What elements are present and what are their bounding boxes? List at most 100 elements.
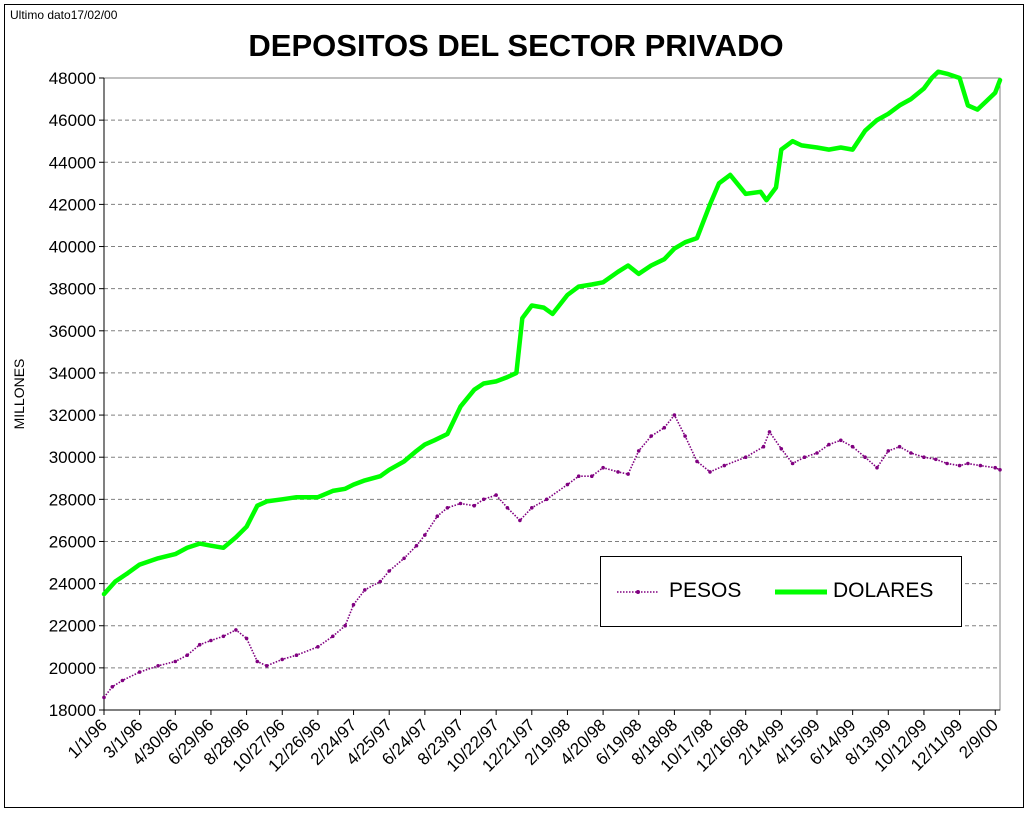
data-point bbox=[255, 659, 260, 664]
y-axis-label: MILLONES bbox=[11, 359, 27, 430]
series-pesos bbox=[102, 413, 1002, 700]
legend-dolares-swatch bbox=[775, 589, 827, 595]
data-point bbox=[137, 670, 142, 674]
data-point bbox=[387, 569, 392, 573]
data-point bbox=[565, 482, 570, 487]
legend-dolares-label: DOLARES bbox=[833, 579, 934, 602]
y-tick-label: 18000 bbox=[49, 701, 96, 720]
data-point bbox=[839, 438, 843, 443]
data-point bbox=[518, 518, 522, 523]
data-point bbox=[316, 645, 320, 649]
data-point bbox=[472, 503, 477, 508]
data-point bbox=[530, 506, 534, 510]
y-tick-label: 46000 bbox=[49, 111, 96, 130]
data-point bbox=[173, 659, 178, 664]
y-tick-label: 48000 bbox=[49, 69, 96, 88]
x-tick-label: 1/1/96 bbox=[64, 715, 111, 762]
data-point bbox=[897, 444, 902, 449]
data-point bbox=[120, 678, 125, 683]
y-tick-label: 34000 bbox=[49, 364, 96, 383]
data-point bbox=[458, 501, 463, 506]
chart-frame bbox=[4, 4, 1024, 808]
data-point bbox=[722, 463, 727, 468]
data-point bbox=[445, 506, 450, 510]
data-point bbox=[544, 497, 549, 502]
y-tick-label: 28000 bbox=[49, 490, 96, 509]
legend-pesos-label: PESOS bbox=[669, 579, 742, 602]
data-point bbox=[934, 457, 938, 462]
data-point bbox=[244, 636, 249, 641]
data-point bbox=[505, 506, 510, 510]
y-tick-label: 26000 bbox=[49, 532, 96, 551]
data-point bbox=[110, 685, 115, 689]
data-point bbox=[779, 447, 784, 451]
data-point bbox=[993, 465, 997, 470]
data-point bbox=[626, 472, 630, 476]
x-axis-ticks: 1/1/963/1/964/30/966/29/968/28/9610/27/9… bbox=[64, 710, 1002, 776]
data-point bbox=[481, 497, 486, 502]
data-point bbox=[414, 543, 419, 548]
last-data-note: Ultimo dato17/02/00 bbox=[10, 8, 118, 22]
data-point bbox=[423, 533, 427, 537]
data-point bbox=[494, 493, 498, 497]
data-point bbox=[850, 444, 855, 449]
data-point bbox=[331, 634, 335, 639]
legend: PESOS DOLARES bbox=[600, 556, 962, 627]
data-point bbox=[590, 474, 594, 479]
data-point bbox=[761, 444, 766, 449]
data-point bbox=[156, 664, 160, 668]
data-point bbox=[767, 430, 772, 434]
data-point bbox=[909, 451, 913, 455]
data-point bbox=[790, 461, 795, 466]
data-point bbox=[616, 470, 620, 474]
series-dolares bbox=[101, 69, 1003, 597]
data-point bbox=[102, 695, 106, 700]
legend-pesos-swatch bbox=[617, 590, 659, 594]
series-line bbox=[101, 69, 1003, 597]
data-point bbox=[672, 413, 677, 417]
data-point bbox=[966, 461, 970, 466]
data-point bbox=[576, 474, 581, 479]
y-tick-label: 36000 bbox=[49, 322, 96, 341]
data-point bbox=[636, 449, 641, 453]
data-point bbox=[875, 465, 879, 470]
data-point bbox=[649, 434, 653, 438]
data-point bbox=[363, 588, 367, 592]
y-tick-label: 32000 bbox=[49, 406, 96, 425]
y-tick-label: 42000 bbox=[49, 195, 96, 214]
data-point bbox=[978, 463, 983, 468]
y-tick-label: 30000 bbox=[49, 448, 96, 467]
data-point bbox=[802, 455, 807, 460]
data-point bbox=[708, 470, 712, 474]
data-point bbox=[957, 463, 962, 468]
data-point bbox=[435, 514, 440, 518]
data-point bbox=[351, 602, 356, 607]
y-tick-label: 38000 bbox=[49, 280, 96, 299]
y-axis-ticks: 18000 20000 22000 24000 26000 28000 30000 32000… bbox=[49, 69, 1000, 720]
data-point bbox=[197, 642, 202, 647]
data-point bbox=[827, 442, 831, 447]
data-point bbox=[185, 653, 189, 657]
data-point bbox=[662, 425, 667, 430]
y-tick-label: 44000 bbox=[49, 153, 96, 172]
data-point bbox=[815, 451, 819, 455]
data-point bbox=[886, 449, 891, 453]
data-point bbox=[695, 459, 699, 464]
y-tick-label: 20000 bbox=[49, 659, 96, 678]
data-point bbox=[683, 434, 687, 438]
data-point bbox=[402, 556, 406, 561]
data-point bbox=[280, 657, 285, 662]
data-point bbox=[265, 664, 269, 668]
data-point bbox=[743, 455, 748, 460]
data-point bbox=[234, 628, 238, 632]
data-point bbox=[863, 455, 867, 460]
gridlines bbox=[104, 77, 1000, 669]
data-point bbox=[922, 455, 926, 460]
series-layer bbox=[101, 69, 1003, 700]
data-point bbox=[945, 461, 949, 466]
y-tick-label: 40000 bbox=[49, 238, 96, 257]
data-point bbox=[294, 653, 299, 657]
data-point bbox=[378, 579, 383, 584]
data-point bbox=[209, 638, 213, 643]
